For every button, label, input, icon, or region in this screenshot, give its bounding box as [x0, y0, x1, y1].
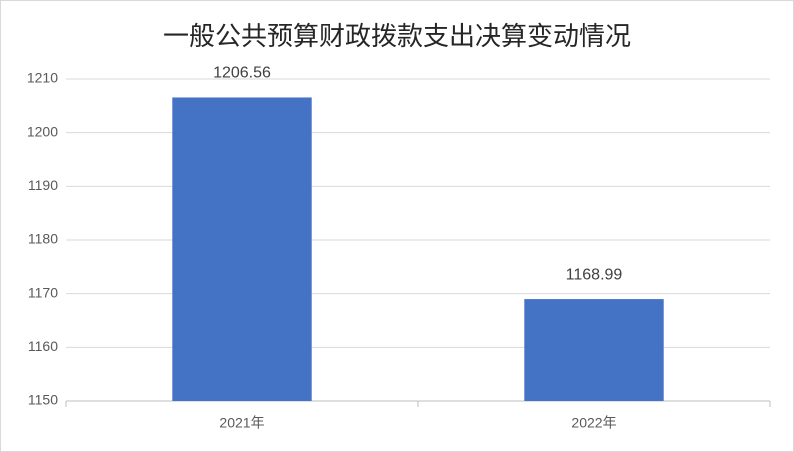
- y-tick-label: 1150: [28, 392, 58, 408]
- bar: [524, 299, 664, 401]
- y-tick-label: 1160: [28, 338, 58, 354]
- value-label: 1168.99: [566, 266, 623, 283]
- value-label: 1206.56: [213, 65, 271, 82]
- y-tick-label: 1200: [27, 123, 58, 139]
- y-tick-label: 1170: [28, 284, 58, 300]
- y-tick-label: 1190: [28, 177, 58, 193]
- y-tick-label: 1180: [28, 231, 58, 247]
- chart-title: 一般公共预算财政拨款支出决算变动情况: [163, 22, 631, 52]
- x-tick-label: 2021年: [219, 415, 264, 431]
- bar: [172, 97, 312, 401]
- y-tick-label: 1210: [27, 70, 58, 86]
- x-tick-label: 2022年: [571, 415, 616, 431]
